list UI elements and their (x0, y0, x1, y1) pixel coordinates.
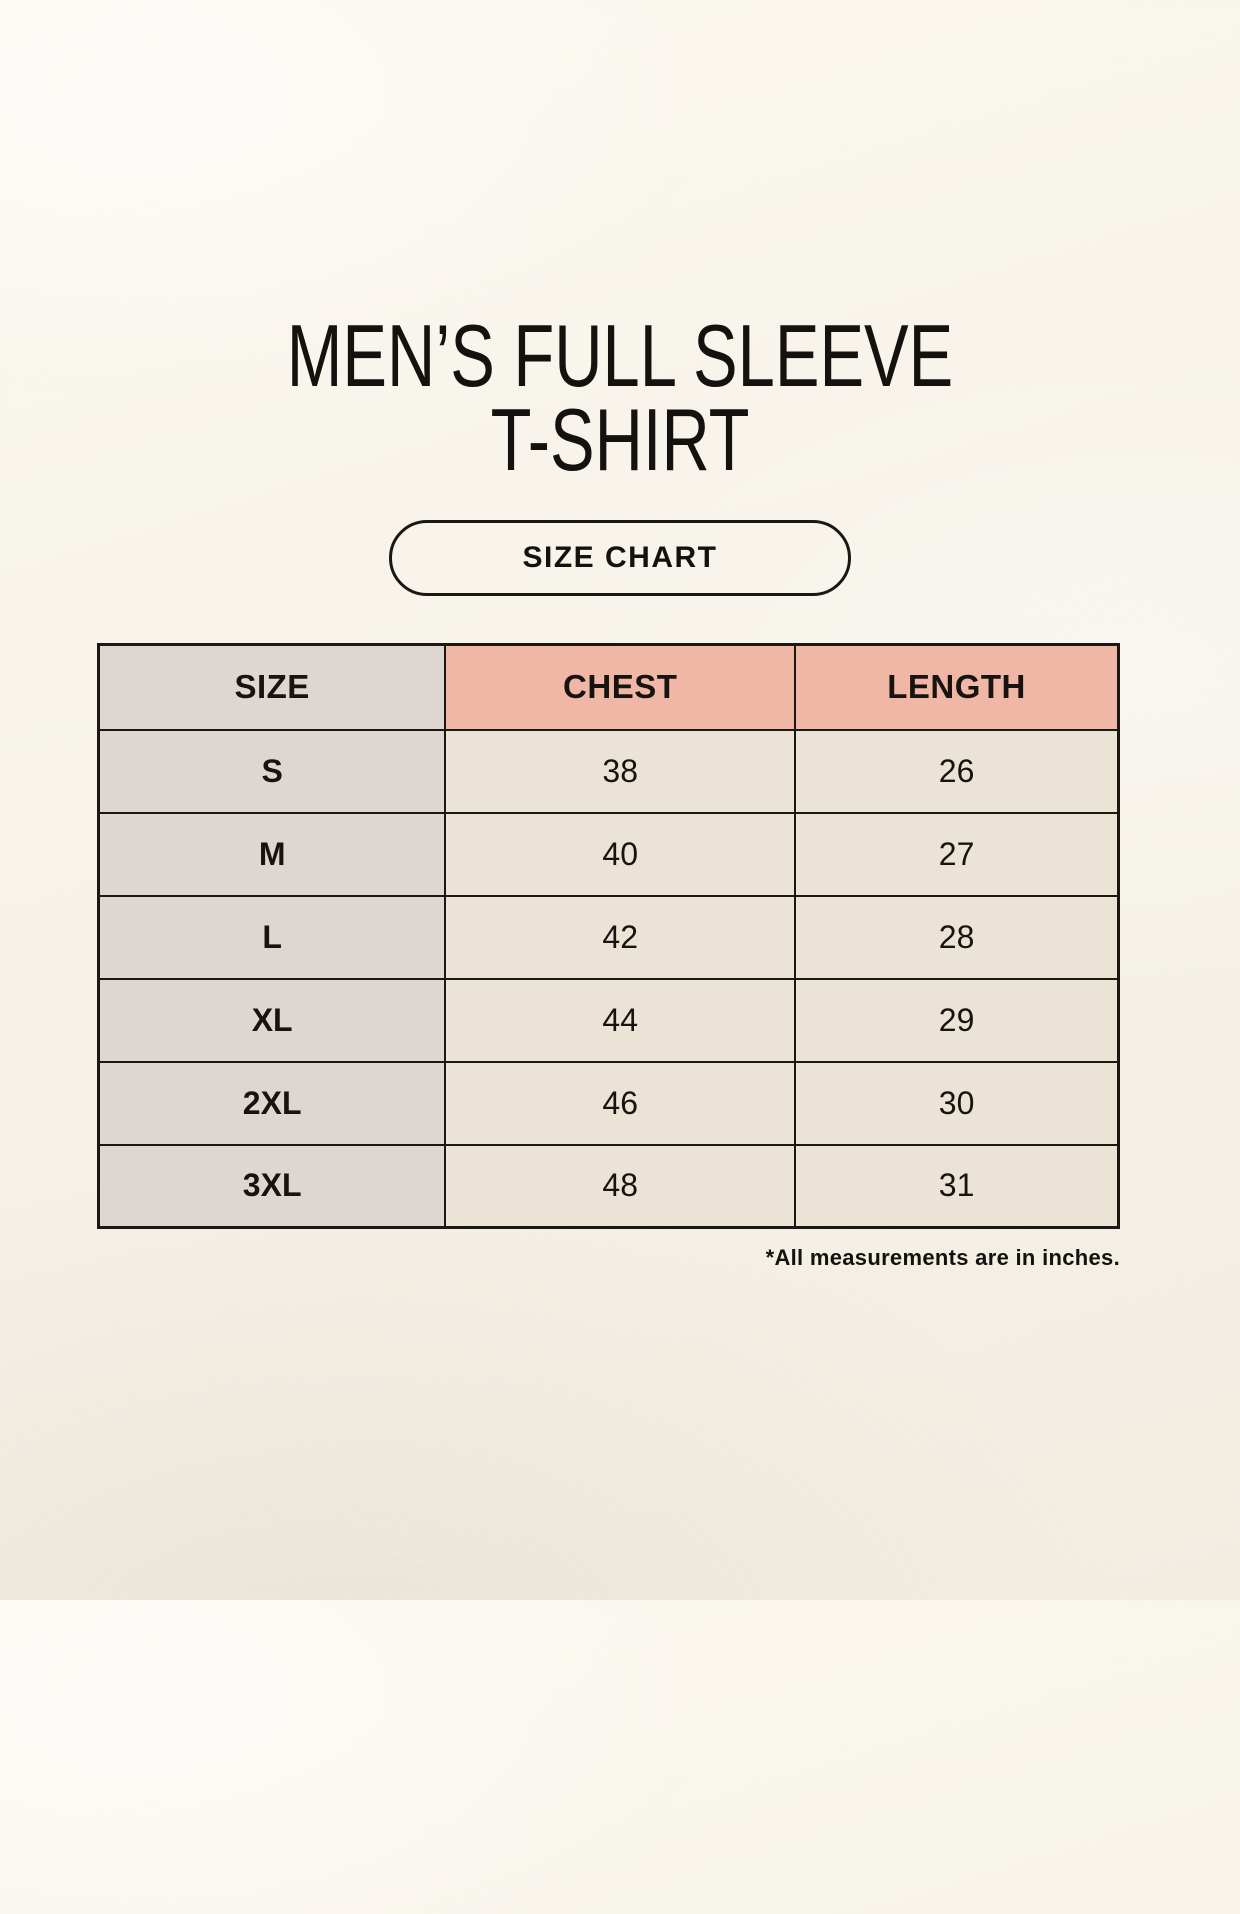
chest-value: 44 (444, 977, 797, 1063)
measurements-footnote: *All measurements are in inches. (765, 1245, 1120, 1270)
table-row-3xl: 3XL 48 31 (97, 1143, 1120, 1229)
size-label: 3XL (97, 1143, 447, 1229)
length-value: 29 (794, 977, 1120, 1063)
size-label: S (97, 728, 447, 814)
size-chart-button-wrap: SIZE CHART (0, 520, 1240, 596)
chest-value: 46 (444, 1060, 797, 1146)
table-row-2xl: 2XL 46 30 (97, 1060, 1120, 1146)
length-value: 26 (794, 728, 1120, 814)
column-header-length: LENGTH (794, 643, 1120, 731)
table-row-l: L 42 28 (97, 894, 1120, 980)
size-chart-button[interactable]: SIZE CHART (389, 520, 851, 596)
page-title-line-2: T-SHIRT (490, 390, 750, 489)
length-value: 31 (794, 1143, 1120, 1229)
size-label: 2XL (97, 1060, 447, 1146)
chest-value: 48 (444, 1143, 797, 1229)
table-row-m: M 40 27 (97, 811, 1120, 897)
table-row-xl: XL 44 29 (97, 977, 1120, 1063)
page-title-line-1: MEN’S FULL SLEEVE (286, 306, 954, 405)
chest-value: 42 (444, 894, 797, 980)
table-header-row: SIZE CHEST LENGTH (97, 643, 1120, 731)
length-value: 27 (794, 811, 1120, 897)
length-value: 30 (794, 1060, 1120, 1146)
size-label: L (97, 894, 447, 980)
column-header-chest: CHEST (444, 643, 797, 731)
table-row-s: S 38 26 (97, 728, 1120, 814)
size-label: XL (97, 977, 447, 1063)
size-label: M (97, 811, 447, 897)
size-chart-page: MEN’S FULL SLEEVE T-SHIRT SIZE CHART SIZ… (0, 306, 1240, 1914)
length-value: 28 (794, 894, 1120, 980)
column-header-size: SIZE (97, 643, 447, 731)
page-title: MEN’S FULL SLEEVE T-SHIRT (149, 306, 1091, 489)
chest-value: 40 (444, 811, 797, 897)
size-chart-button-label: SIZE CHART (522, 541, 718, 574)
size-chart-table: SIZE CHEST LENGTH S 38 26 M 40 27 L 42 2… (97, 643, 1120, 1229)
chest-value: 38 (444, 728, 797, 814)
